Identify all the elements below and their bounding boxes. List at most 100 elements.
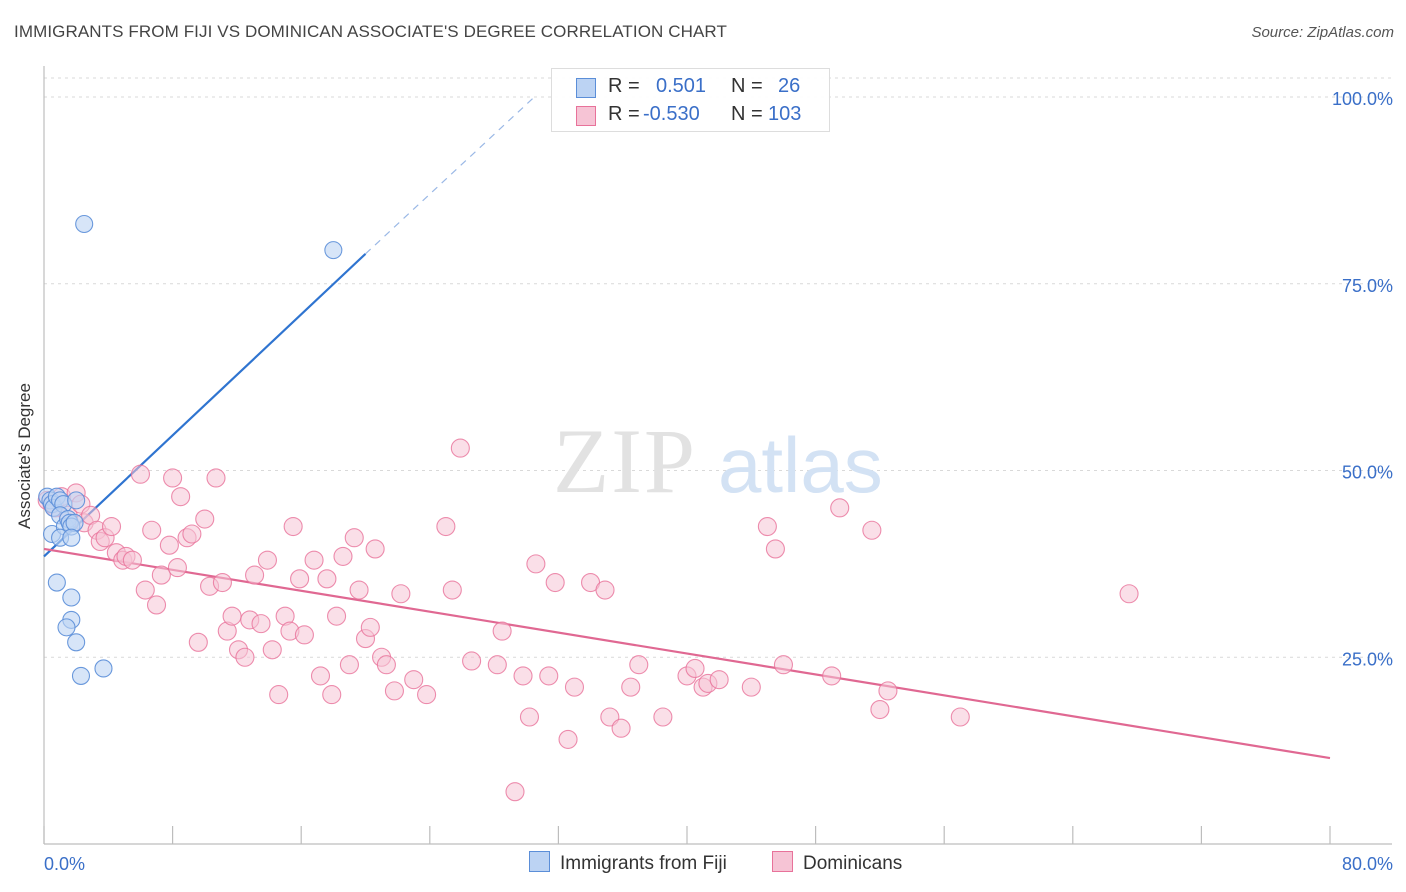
fiji-r-value: 0.501 (656, 75, 707, 97)
point-dominicans-16 (122, 550, 142, 570)
point-dominicans-98 (862, 520, 882, 540)
point-dominicans-50 (317, 569, 337, 589)
fiji-n-label: N = (731, 75, 763, 97)
point-dominicans-61 (376, 655, 396, 675)
point-dominicans-63 (391, 584, 411, 604)
point-dominicans-28 (188, 632, 208, 652)
chart-title: IMMIGRANTS FROM FIJI VS DOMINICAN ASSOCI… (14, 22, 727, 41)
dominican-swatch (576, 106, 596, 126)
point-dominicans-59 (365, 539, 385, 559)
point-dominicans-25 (171, 487, 191, 507)
point-dominicans-40 (257, 550, 277, 570)
point-fiji-21 (67, 633, 86, 652)
point-dominicans-34 (222, 606, 242, 626)
data-points (37, 214, 1139, 802)
point-dominicans-79 (564, 677, 585, 697)
watermark: ZIP atlas (553, 410, 883, 512)
point-dominicans-77 (545, 572, 565, 593)
point-dominicans-21 (151, 565, 171, 585)
point-dominicans-88 (685, 658, 705, 679)
stats-row-fiji: R = 0.501 N = 26 (552, 73, 829, 101)
point-dominicans-74 (519, 707, 540, 727)
point-dominicans-49 (310, 666, 331, 686)
point-dominicans-47 (294, 625, 314, 645)
x-tick-label-end: 80.0% (1342, 854, 1393, 874)
point-dominicans-58 (360, 617, 380, 637)
point-dominicans-51 (322, 685, 342, 705)
point-dominicans-54 (339, 655, 359, 675)
point-dominicans-99 (870, 699, 890, 720)
point-dominicans-94 (765, 539, 785, 559)
y-tick-label-100: 100.0% (1332, 89, 1393, 109)
point-dominicans-93 (757, 516, 777, 537)
point-dominicans-17 (130, 464, 150, 484)
legend-fiji-swatch (529, 851, 550, 872)
point-dominicans-45 (283, 516, 303, 537)
point-dominicans-81 (595, 580, 615, 600)
fiji-r-label: R = (608, 75, 640, 97)
legend-fiji-label: Immigrants from Fiji (560, 853, 727, 874)
trend-line-fiji-extension (365, 96, 535, 255)
point-dominicans-92 (741, 677, 761, 697)
point-fiji-25 (324, 241, 343, 260)
point-dominicans-19 (142, 520, 162, 540)
point-dominicans-38 (245, 565, 265, 585)
point-dominicans-71 (492, 621, 512, 641)
point-dominicans-84 (621, 677, 641, 697)
point-dominicans-32 (212, 572, 232, 593)
axes (43, 66, 1392, 845)
point-dominicans-78 (558, 729, 578, 749)
point-dominicans-96 (822, 666, 842, 686)
point-dominicans-69 (462, 651, 482, 671)
point-dominicans-64 (404, 670, 424, 690)
point-fiji-13 (65, 513, 84, 532)
dominican-r-label: R = (608, 103, 640, 125)
point-dominicans-46 (290, 569, 310, 589)
point-dominicans-52 (327, 606, 347, 626)
point-dominicans-72 (505, 782, 525, 802)
point-dominicans-48 (304, 550, 324, 570)
point-dominicans-39 (251, 614, 271, 634)
fiji-swatch (576, 78, 596, 98)
point-dominicans-95 (773, 655, 794, 675)
watermark-atlas: atlas (718, 421, 883, 509)
dominican-r-value: -0.530 (643, 103, 700, 125)
stats-row-dominican: R = -0.530 N = 103 (552, 101, 829, 129)
y-tick-label-75: 75.0% (1342, 276, 1393, 296)
point-dominicans-18 (135, 580, 155, 600)
point-dominicans-53 (333, 546, 353, 566)
point-dominicans-66 (436, 516, 456, 537)
point-fiji-14 (67, 491, 86, 510)
point-dominicans-24 (167, 558, 187, 578)
point-dominicans-83 (611, 718, 631, 738)
point-fiji-20 (57, 618, 76, 637)
point-dominicans-73 (513, 666, 533, 686)
point-dominicans-102 (1119, 584, 1139, 604)
legend-item-dominicans: Dominicans (772, 851, 902, 875)
point-dominicans-67 (442, 580, 462, 600)
stats-legend: R = 0.501 N = 26 R = -0.530 N = 103 (551, 68, 830, 132)
legend-dominicans-swatch (772, 851, 793, 872)
x-tick-label-start: 0.0% (44, 854, 85, 874)
point-dominicans-101 (950, 707, 970, 727)
point-dominicans-86 (653, 707, 673, 727)
point-dominicans-76 (539, 666, 559, 686)
point-dominicans-42 (269, 685, 289, 705)
point-dominicans-27 (182, 524, 202, 544)
point-dominicans-12 (101, 516, 122, 537)
point-dominicans-31 (206, 468, 226, 488)
point-fiji-17 (47, 573, 66, 592)
dominican-n-label: N = (731, 103, 763, 125)
point-dominicans-41 (262, 640, 282, 660)
source-label: Source: ZipAtlas.com (1251, 24, 1394, 41)
point-dominicans-97 (830, 498, 850, 518)
legend-item-fiji: Immigrants from Fiji (529, 851, 727, 875)
point-dominicans-20 (146, 595, 167, 615)
trend-line-fiji (43, 253, 367, 558)
point-fiji-18 (62, 588, 81, 607)
tick-labels: 25.0% 50.0% 75.0% 100.0% 0.0% 80.0% (44, 89, 1393, 874)
point-fiji-24 (75, 214, 94, 234)
watermark-zip: ZIP (553, 410, 697, 512)
point-dominicans-22 (159, 535, 179, 555)
